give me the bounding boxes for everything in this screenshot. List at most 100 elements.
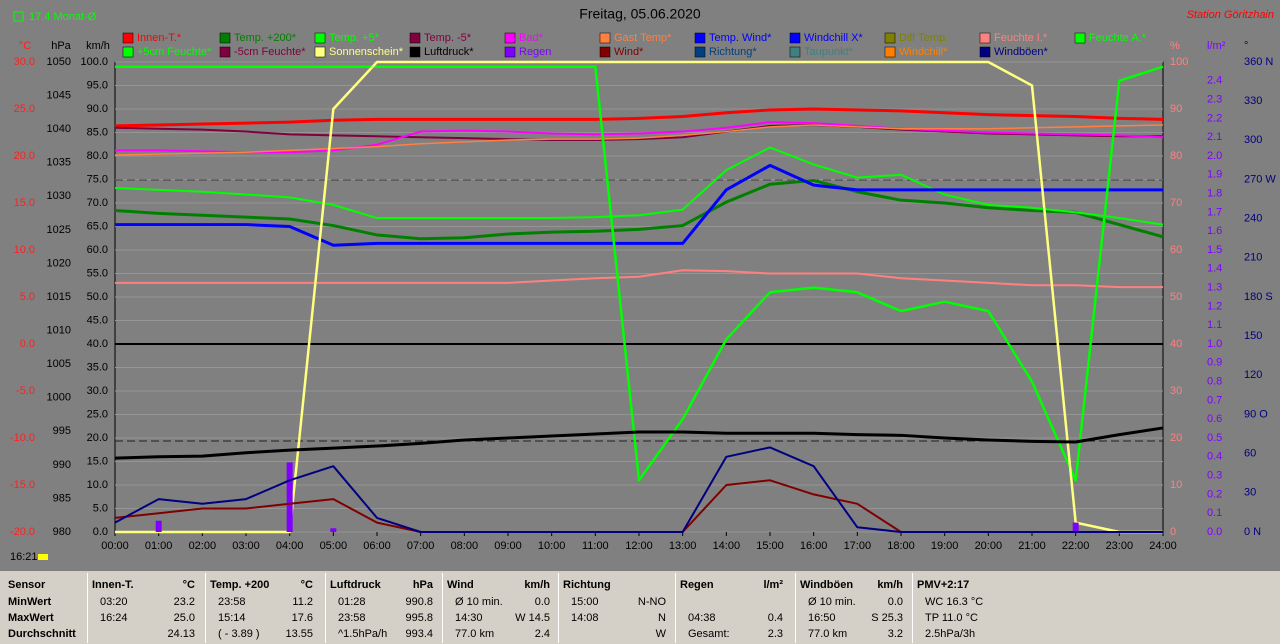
x-tick-label: 02:00 xyxy=(189,540,217,552)
x-tick-label: 11:00 xyxy=(582,540,609,552)
legend-label: Regen xyxy=(519,46,551,58)
cell-label: Gesamt: xyxy=(688,628,730,640)
y-tick-label: 30.0 xyxy=(14,56,35,68)
y-tick-label: 330 xyxy=(1244,95,1262,107)
y-tick-label: 50.0 xyxy=(87,291,108,303)
legend-swatch xyxy=(979,32,991,44)
y-tick-label: 60.0 xyxy=(87,244,108,256)
y-tick-label: 0.6 xyxy=(1207,413,1222,425)
x-tick-label: 20:00 xyxy=(975,540,1003,552)
y-tick-label: 60 xyxy=(1244,448,1256,460)
cell-label: WC 16.3 °C xyxy=(925,596,984,608)
y-tick-label: 1.7 xyxy=(1207,206,1222,218)
cell-label: 03:20 xyxy=(100,596,128,608)
y-tick-label: 90.0 xyxy=(87,103,108,115)
cell-value: 24.13 xyxy=(167,628,195,640)
x-tick-label: 17:00 xyxy=(844,540,872,552)
cell-value: W xyxy=(655,628,666,640)
group-title: Innen-T. xyxy=(92,579,134,591)
y-tick-label: 90 xyxy=(1170,103,1182,115)
legend-label: Temp. Wind* xyxy=(709,32,772,44)
group-unit: hPa xyxy=(412,579,433,591)
separator xyxy=(912,573,913,643)
y-tick-label: 1035 xyxy=(47,157,71,169)
legend-label: +5cm Feuchte* xyxy=(137,46,212,58)
cell-value: 3.2 xyxy=(887,628,903,640)
summary-table: Sensor MinWert MaxWert Durchschnitt Innen-T.… xyxy=(0,571,1280,644)
y-tick-label: 2.4 xyxy=(1207,75,1222,87)
y-tick-label: 0.2 xyxy=(1207,488,1222,500)
legend-label: Richtung* xyxy=(709,46,757,58)
cell-label: TP 11.0 °C xyxy=(925,612,978,624)
series-line xyxy=(115,269,1163,289)
y-tick-label: 1.9 xyxy=(1207,169,1222,181)
group-title: Luftdruck xyxy=(330,579,381,591)
chart: 17.4 Monat-Ø Freitag, 05.06.2020 Station… xyxy=(10,6,1276,563)
legend-label: Sonnenschein* xyxy=(329,46,404,58)
y-tick-label: 2.3 xyxy=(1207,94,1222,106)
y-tick-label: 35.0 xyxy=(87,361,108,373)
y-tick-label: 0.4 xyxy=(1207,451,1222,463)
group-title: Wind xyxy=(447,579,474,591)
x-tick-label: 04:00 xyxy=(276,540,304,552)
legend-label: Bad* xyxy=(519,32,544,44)
series-line xyxy=(114,178,1164,241)
y-tick-label: 60 xyxy=(1170,244,1182,256)
row-header: Sensor xyxy=(8,579,46,591)
separator xyxy=(442,573,443,643)
legend-label: Feuchte A.* xyxy=(1089,32,1147,44)
x-tick-label: 21:00 xyxy=(1018,540,1046,552)
row-header: MaxWert xyxy=(8,612,54,624)
y-tick-label: -15.0 xyxy=(10,479,35,491)
y-tick-label: 1050 xyxy=(47,56,71,68)
legend-label: Windböen* xyxy=(994,46,1049,58)
x-tick-label: 00:00 xyxy=(101,540,129,552)
y-tick-label: 40 xyxy=(1170,338,1182,350)
legend-label: Diff Temp. xyxy=(899,32,948,44)
legend-swatch xyxy=(599,32,611,44)
series-line xyxy=(114,446,1163,533)
y-tick-label: 1.5 xyxy=(1207,244,1222,256)
legend-label: Temp. -5* xyxy=(424,32,472,44)
y-tick-label: 2.1 xyxy=(1207,131,1222,143)
y-tick-label: 95.0 xyxy=(87,79,108,91)
y-tick-label: 85.0 xyxy=(87,126,108,138)
y-tick-label: 990 xyxy=(53,459,71,471)
y-tick-label: 180 S xyxy=(1244,291,1273,303)
series-line xyxy=(114,426,1164,460)
axis-unit: hPa xyxy=(51,40,71,52)
x-tick-label: 24:00 xyxy=(1149,540,1177,552)
cell-value: 17.6 xyxy=(291,612,313,624)
x-tick-label: 18:00 xyxy=(887,540,915,552)
y-tick-label: 90 O xyxy=(1244,408,1268,420)
y-tick-label: 1.6 xyxy=(1207,225,1222,237)
legend-swatch xyxy=(884,32,896,44)
y-tick-label: 5.0 xyxy=(93,502,108,514)
row-header: MinWert xyxy=(8,596,52,608)
y-tick-label: 210 xyxy=(1244,252,1262,264)
separator xyxy=(205,573,206,643)
legend-swatch xyxy=(409,46,421,58)
y-tick-label: 5.0 xyxy=(20,291,35,303)
legend-label: Windchill* xyxy=(899,46,948,58)
group-title: Windböen xyxy=(800,579,854,591)
series-line xyxy=(114,146,1164,226)
y-tick-label: 150 xyxy=(1244,330,1262,342)
legend-swatch xyxy=(314,46,326,58)
y-tick-label: 0.0 xyxy=(1207,526,1222,538)
legend-swatch xyxy=(694,32,706,44)
y-tick-label: 0 xyxy=(1170,526,1176,538)
legend-swatch xyxy=(219,46,231,58)
y-tick-label: 1.3 xyxy=(1207,282,1222,294)
legend-swatch xyxy=(409,32,421,44)
x-tick-label: 06:00 xyxy=(363,540,391,552)
series-line xyxy=(115,65,1164,482)
group-unit: km/h xyxy=(877,579,903,591)
row-header: Durchschnitt xyxy=(8,628,76,640)
cell-value: 13.55 xyxy=(285,628,313,640)
x-tick-label: 12:00 xyxy=(625,540,653,552)
y-tick-label: 1040 xyxy=(47,123,71,135)
cell-label: 16:50 xyxy=(808,612,836,624)
cell-label: ^1.5hPa/h xyxy=(338,628,388,640)
x-tick-label: 13:00 xyxy=(669,540,697,552)
